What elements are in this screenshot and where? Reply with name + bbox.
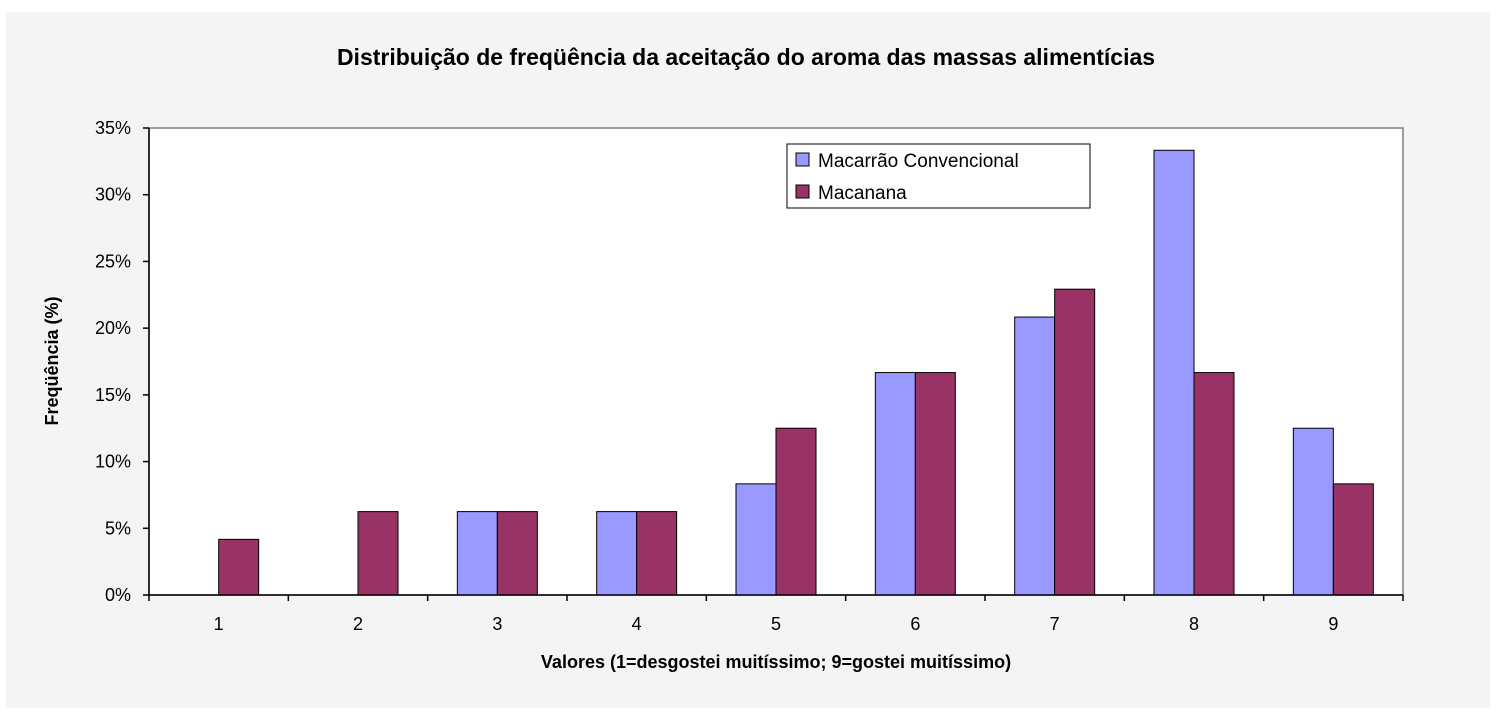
x-tick-label: 4: [632, 614, 642, 634]
chart-title: Distribuição de freqüência da aceitação …: [337, 44, 1155, 70]
y-tick-label: 25%: [95, 251, 131, 271]
bars-group: [218, 149, 1374, 596]
legend-swatch-convencional: [795, 152, 810, 167]
legend-box: [786, 143, 1091, 209]
x-tick-label: 5: [771, 614, 781, 634]
x-tick-label: 8: [1189, 614, 1199, 634]
bar-macanana-5: [775, 427, 817, 596]
bar-convencional-3: [456, 511, 498, 596]
y-tick-label: 0%: [105, 585, 131, 605]
legend: Macarrão Convencional Macanana: [786, 143, 1091, 209]
x-tick-label: 3: [492, 614, 502, 634]
legend-label-convencional: Macarrão Convencional: [818, 151, 1019, 172]
legend-label-macanana: Macanana: [818, 183, 907, 204]
y-axis-title: Freqüência (%): [42, 296, 62, 425]
y-tick-label: 15%: [95, 385, 131, 405]
bar-convencional-6: [874, 372, 916, 596]
bar-macanana-1: [218, 538, 260, 596]
x-tick-label: 7: [1050, 614, 1060, 634]
bar-convencional-9: [1292, 427, 1334, 596]
x-axis-title: Valores (1=desgostei muitíssimo; 9=goste…: [541, 652, 1011, 672]
bar-macanana-9: [1332, 483, 1374, 596]
y-tick-label: 30%: [95, 185, 131, 205]
x-tick-label: 9: [1328, 614, 1338, 634]
y-tick-label: 5%: [105, 518, 131, 538]
y-tick-label: 20%: [95, 318, 131, 338]
y-tick-label: 35%: [95, 118, 131, 138]
legend-swatch-macanana: [795, 184, 810, 199]
bar-convencional-8: [1153, 149, 1195, 596]
bar-convencional-5: [735, 483, 777, 596]
axes-group: 0% 5% 10% 15% 20% 25% 30% 35% 1 2 3 4 5 6 7 8 9: [95, 118, 1404, 634]
bar-macanana-2: [357, 511, 399, 596]
bar-macanana-7: [1054, 288, 1096, 596]
bar-macanana-3: [496, 511, 538, 596]
bar-macanana-8: [1193, 372, 1235, 596]
x-tick-label: 2: [353, 614, 363, 634]
x-tick-label: 1: [214, 614, 224, 634]
bar-macanana-4: [636, 511, 678, 596]
bar-macanana-6: [914, 372, 956, 596]
x-tick-label: 6: [910, 614, 920, 634]
bar-convencional-7: [1014, 316, 1056, 596]
bar-convencional-4: [596, 511, 638, 596]
y-tick-label: 10%: [95, 452, 131, 472]
